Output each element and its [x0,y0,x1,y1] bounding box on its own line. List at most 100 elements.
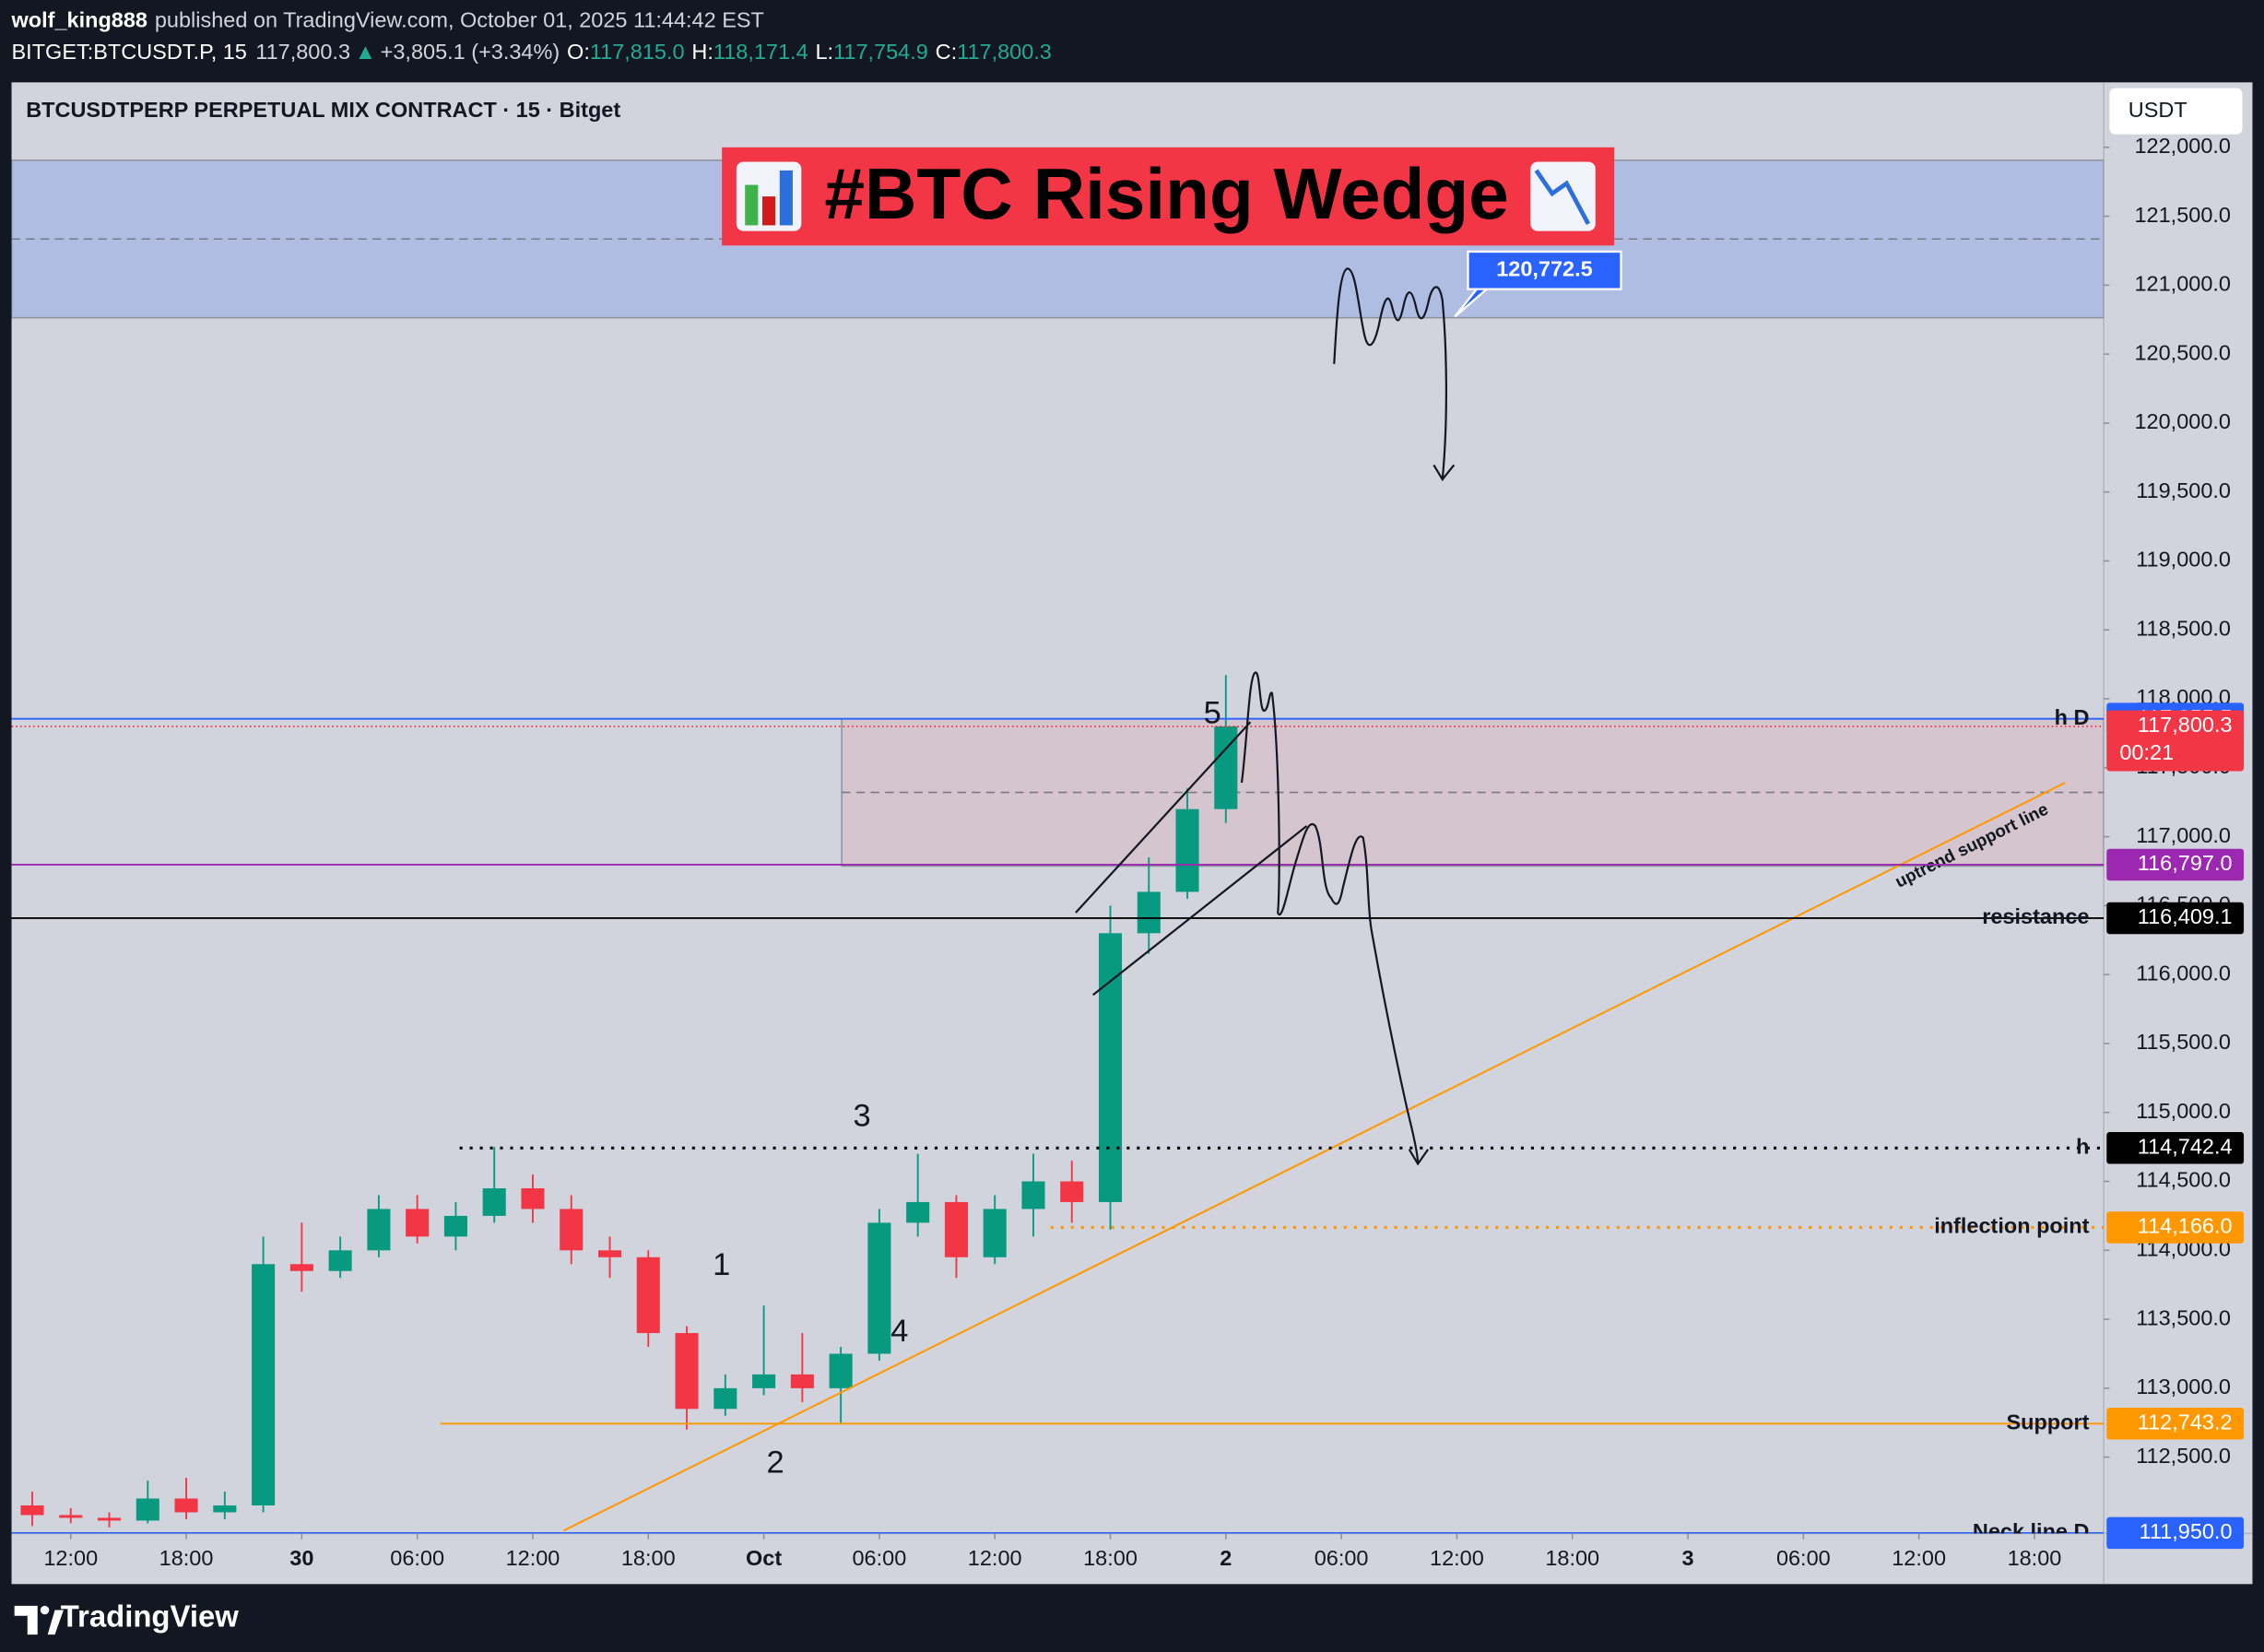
candle-body [406,1209,430,1237]
arrow-head [1433,464,1456,481]
candle-body [790,1374,814,1388]
y-tick-label: 112,500.0 [2136,1444,2231,1468]
y-tick-label: 113,000.0 [2136,1375,2231,1398]
ohlc-key: O: [567,40,590,64]
y-tick-label: 117,000.0 [2136,823,2231,847]
projection-sketch [1333,267,1447,480]
candle-body [944,1201,968,1257]
brand-name: TradingView [61,1599,239,1634]
trendline [562,782,2066,1532]
icon [1530,161,1596,231]
level-name: Support [2006,1410,2089,1434]
candle-body [636,1257,660,1334]
x-tick-label: 06:00 [1776,1546,1831,1570]
countdown: 00:21 [2119,740,2174,764]
ohlc-value: 117,800.3 [957,40,1052,64]
candle-body [174,1498,198,1513]
level-name: Neck line D [1973,1519,2090,1543]
arrow: ▲ [355,40,376,64]
x-tick-label: 12:00 [1892,1546,1946,1570]
candle-body [1137,891,1161,934]
header-line: wolf_king888 published on TradingView.com… [11,8,764,32]
y-tick-label: 119,000.0 [2136,548,2231,572]
author: wolf_king888 [11,8,147,32]
candle-body [521,1187,545,1210]
price-label-bg [2106,710,2245,772]
y-tick-label: 116,000.0 [2136,961,2231,985]
candle-body [1060,1181,1084,1202]
candle-body [867,1222,891,1354]
y-tick-label: 114,500.0 [2136,1168,2231,1192]
y-tick-label: 121,000.0 [2134,272,2230,296]
x-tick-label: 06:00 [390,1546,444,1570]
projection-sketch [1240,671,1420,1164]
icon [1534,169,1591,225]
candle-body [560,1209,584,1251]
banner-text: #BTC Rising Wedge [824,153,1508,234]
ohlc-key: C: [936,40,958,64]
x-tick-label: 12:00 [968,1546,1022,1570]
wave-label: 3 [854,1099,871,1134]
candle-body [1175,808,1199,892]
axes: 112,500.0113,000.0113,500.0114,000.0114,… [43,134,2245,1570]
wave-label: 2 [767,1445,784,1480]
price-label-bg [2106,1408,2245,1440]
x-tick-label: 12:00 [506,1546,560,1570]
currency-label[interactable]: USDT [2128,98,2187,122]
change: +3,805.1 (+3.34%) [381,40,560,64]
candle-body [675,1333,699,1410]
arrow-head [1408,1149,1429,1166]
icon [779,170,793,226]
candle-body [906,1201,930,1223]
y-tick-label: 119,500.0 [2136,478,2231,502]
ohlc-key: H: [691,40,713,64]
ohlc-value: 117,754.9 [833,40,928,64]
chart-title: BTCUSDTPERP PERPETUAL MIX CONTRACT · 15 … [26,98,620,122]
candle-body [289,1264,313,1271]
candle-body [829,1353,853,1388]
brand: TradingView [14,1599,239,1635]
y-tick-label: 122,000.0 [2134,134,2230,158]
logo [47,1610,64,1635]
y-tick-label: 121,500.0 [2134,203,2230,227]
x-tick-label: 12:00 [43,1546,98,1570]
candle-body [97,1517,122,1521]
price-label: 111,950.0 [2140,1519,2233,1543]
y-tick-label: 115,000.0 [2136,1099,2231,1123]
logo [40,1605,50,1615]
wave-label: 5 [1204,695,1221,730]
currency-button[interactable] [2109,88,2243,135]
y-tick-label: 120,500.0 [2134,340,2230,364]
level-name: h D [2055,705,2090,729]
x-tick-label: Oct [746,1546,782,1570]
level-name: h [2076,1134,2089,1158]
price-label: 114,166.0 [2138,1214,2233,1238]
x-tick-label: 30 [289,1546,313,1570]
candle-body [443,1215,467,1237]
callout [1454,250,1622,318]
x-tick-label: 18:00 [1545,1546,1599,1570]
x-tick-label: 18:00 [2008,1546,2062,1570]
candle-body [482,1187,506,1216]
candle-body [136,1498,159,1521]
candle-body [213,1504,237,1513]
logo [14,1605,38,1635]
y-tick-label: 118,500.0 [2136,616,2231,640]
x-tick-label: 06:00 [853,1546,907,1570]
price-label-bg [2106,1132,2245,1164]
icon [762,196,776,226]
price-label-bg [2106,902,2245,935]
callout-label: 120,772.5 [1496,256,1592,280]
candle-body [20,1504,44,1516]
candle-body [328,1250,352,1271]
price-label-bg [2106,1516,2245,1550]
price-label-bg [2106,848,2245,881]
x-tick-label: 18:00 [621,1546,676,1570]
candle-body [1098,933,1123,1202]
price-label: 116,409.1 [2138,904,2233,928]
hand-drawings [1075,267,1456,1166]
x-tick-label: 3 [1682,1546,1694,1570]
x-tick-label: 18:00 [1083,1546,1138,1570]
candle-body [59,1515,83,1518]
